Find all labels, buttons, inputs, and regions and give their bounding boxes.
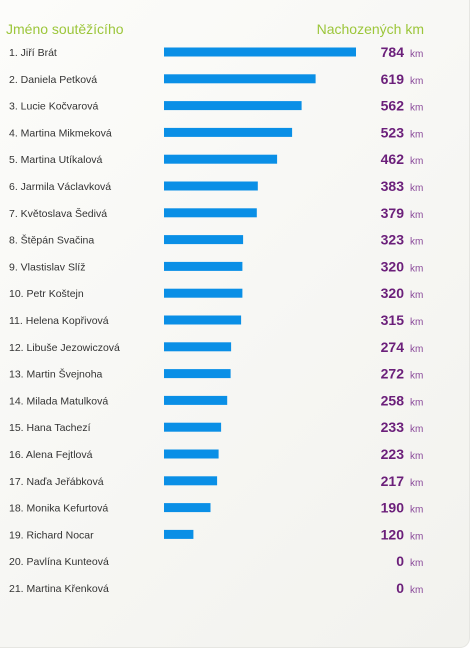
- distance-bar: [164, 235, 244, 245]
- distance-bar: [164, 342, 232, 352]
- distance-unit: km: [410, 183, 423, 194]
- distance-value: 523: [381, 124, 405, 140]
- distance-unit: km: [410, 451, 423, 462]
- distance-value: 562: [381, 98, 405, 114]
- distance-value: 619: [381, 71, 405, 87]
- distance-unit: km: [410, 558, 423, 569]
- contestant-name: 15. Hana Tachezí: [9, 422, 91, 434]
- distance-unit: km: [410, 290, 423, 301]
- distance-bar: [164, 47, 356, 57]
- distance-value: 320: [381, 285, 405, 301]
- distance-bar: [164, 503, 211, 513]
- distance-value: 0: [396, 553, 404, 569]
- distance-unit: km: [410, 237, 423, 248]
- distance-bar: [164, 261, 243, 271]
- distance-unit: km: [410, 317, 423, 328]
- contestant-name: 11. Helena Kopřivová: [9, 315, 109, 327]
- contestant-name: 2. Daniela Petková: [9, 74, 97, 86]
- distance-value: 217: [381, 473, 405, 489]
- distance-bar: [164, 101, 302, 111]
- distance-unit: km: [410, 156, 423, 167]
- distance-bar: [164, 154, 278, 164]
- contestant-name: 21. Martina Křenková: [9, 583, 109, 595]
- distance-bar: [164, 208, 257, 218]
- km-column-header: Nachozených km: [316, 21, 424, 37]
- distance-value: 0: [396, 580, 404, 596]
- distance-value: 383: [381, 178, 405, 194]
- contestant-name: 16. Alena Fejtlová: [9, 449, 93, 461]
- contestant-name: 18. Monika Kefurtová: [9, 503, 108, 515]
- distance-value: 223: [381, 446, 405, 462]
- distance-bar: [164, 369, 231, 379]
- distance-bar: [164, 395, 228, 405]
- distance-value: 258: [381, 392, 405, 408]
- distance-unit: km: [410, 424, 423, 435]
- contestant-name: 19. Richard Nocar: [9, 529, 94, 541]
- distance-bar: [164, 181, 258, 191]
- contestant-name: 10. Petr Koštejn: [9, 288, 84, 300]
- distance-unit: km: [410, 397, 423, 408]
- contestant-name: 5. Martina Utíkalová: [9, 154, 103, 166]
- distance-bar: [164, 74, 316, 84]
- distance-unit: km: [410, 531, 423, 542]
- distance-unit: km: [410, 103, 423, 114]
- distance-value: 784: [381, 44, 405, 60]
- contestant-name: 12. Libuše Jezowiczová: [9, 342, 120, 354]
- distance-bar: [164, 288, 243, 298]
- distance-bar: [164, 529, 194, 539]
- distance-bar: [164, 127, 293, 137]
- distance-value: 274: [381, 339, 405, 355]
- distance-unit: km: [410, 263, 423, 274]
- distance-bar: [164, 476, 218, 486]
- contestant-name: 7. Květoslava Šedivá: [9, 207, 107, 220]
- contestant-name: 20. Pavlína Kunteová: [9, 556, 109, 568]
- distance-unit: km: [410, 76, 423, 87]
- contestant-name: 9. Vlastislav Slíž: [9, 261, 85, 273]
- distance-bar: [164, 422, 222, 432]
- distance-bar: [164, 449, 219, 459]
- contestant-name: 6. Jarmila Václavková: [9, 181, 111, 193]
- distance-unit: km: [410, 49, 423, 60]
- distance-value: 315: [381, 312, 405, 328]
- distance-bar: [164, 315, 242, 325]
- distance-value: 462: [381, 151, 405, 167]
- distance-unit: km: [410, 129, 423, 140]
- distance-unit: km: [410, 371, 423, 382]
- distance-value: 379: [381, 205, 405, 221]
- contestant-name: 14. Milada Matulková: [9, 395, 108, 407]
- distance-unit: km: [410, 210, 423, 221]
- contestant-name: 8. Štěpán Svačina: [9, 234, 94, 247]
- distance-value: 120: [381, 526, 405, 542]
- distance-unit: km: [410, 505, 423, 516]
- distance-value: 272: [381, 366, 405, 382]
- contestant-name: 3. Lucie Kočvarová: [9, 101, 98, 113]
- contestant-name: 4. Martina Mikmeková: [9, 127, 112, 139]
- contestant-name: 1. Jiří Brát: [9, 47, 57, 59]
- contestant-name: 13. Martin Švejnoha: [9, 368, 103, 381]
- contestant-name: 17. Naďa Jeřábková: [9, 476, 104, 488]
- distance-unit: km: [410, 344, 423, 355]
- distance-unit: km: [410, 478, 423, 489]
- distance-unit: km: [410, 585, 423, 596]
- distance-value: 320: [381, 258, 405, 274]
- distance-value: 323: [381, 232, 405, 248]
- distance-value: 233: [381, 419, 405, 435]
- distance-value: 190: [381, 500, 405, 516]
- name-column-header: Jméno soutěžícího: [6, 21, 124, 37]
